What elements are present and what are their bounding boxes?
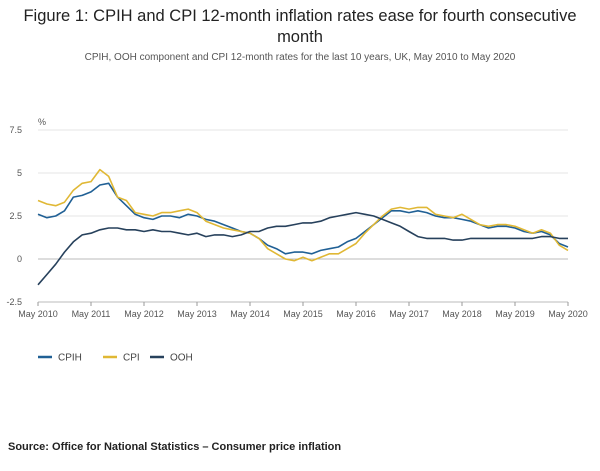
x-tick-label: May 2010: [18, 309, 58, 319]
legend-label-ooh: OOH: [170, 353, 193, 364]
chart-title: Figure 1: CPIH and CPI 12-month inflatio…: [23, 7, 577, 46]
series-line-cpih: [37, 182, 569, 255]
x-tick-label: May 2014: [230, 309, 270, 319]
source-note: Source: Office for National Statistics –…: [8, 441, 342, 453]
x-tick-label: May 2018: [442, 309, 482, 319]
x-tick-label: May 2011: [72, 309, 111, 319]
x-tick-label: May 2013: [177, 309, 217, 319]
y-tick-label: 5: [17, 168, 22, 178]
gridlines: [38, 129, 568, 303]
legend-label-cpi: CPI: [123, 353, 140, 364]
legend-label-cpih: CPIH: [58, 353, 82, 364]
series-lines: [37, 168, 569, 286]
x-tick-label: May 2012: [124, 309, 164, 319]
y-tick-label: 2.5: [9, 211, 22, 221]
series-line-cpi: [37, 168, 569, 262]
x-tick-label: May 2020: [548, 309, 588, 319]
x-tick-label: May 2016: [336, 309, 376, 319]
y-tick-label: -2.5: [6, 297, 22, 307]
series-line-ooh: [37, 211, 568, 286]
y-tick-label: 7.5: [9, 125, 22, 135]
chart-subtitle: CPIH, OOH component and CPI 12-month rat…: [84, 52, 516, 63]
x-tick-label: May 2015: [283, 309, 323, 319]
line-chart: 7.5 5 2.5 0 -2.5 May 2010 May 2011 May 2012 May …: [6, 117, 587, 364]
y-tick-label: 0: [17, 254, 22, 264]
x-tick-label: May 2019: [495, 309, 535, 319]
x-tick-label: May 2017: [389, 309, 429, 319]
legend: CPIH CPI OOH: [38, 353, 193, 364]
y-axis-unit-label: %: [38, 117, 46, 127]
axes: 7.5 5 2.5 0 -2.5 May 2010 May 2011 May 2012 May …: [6, 125, 587, 319]
